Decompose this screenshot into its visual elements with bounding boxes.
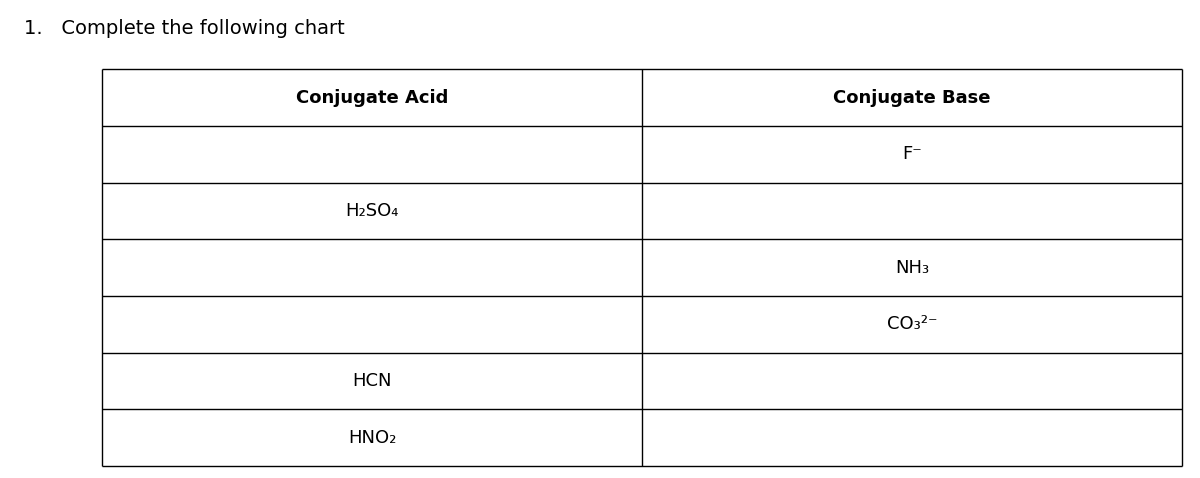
Text: NH₃: NH₃ bbox=[895, 259, 929, 277]
Text: HNO₂: HNO₂ bbox=[348, 429, 396, 447]
Text: CO₃²⁻: CO₃²⁻ bbox=[887, 315, 937, 333]
Text: Conjugate Acid: Conjugate Acid bbox=[296, 88, 448, 107]
Text: H₂SO₄: H₂SO₄ bbox=[346, 202, 398, 220]
Text: 1.   Complete the following chart: 1. Complete the following chart bbox=[24, 19, 344, 38]
Text: Conjugate Base: Conjugate Base bbox=[833, 88, 991, 107]
Text: HCN: HCN bbox=[353, 372, 391, 390]
Text: F⁻: F⁻ bbox=[902, 145, 922, 163]
